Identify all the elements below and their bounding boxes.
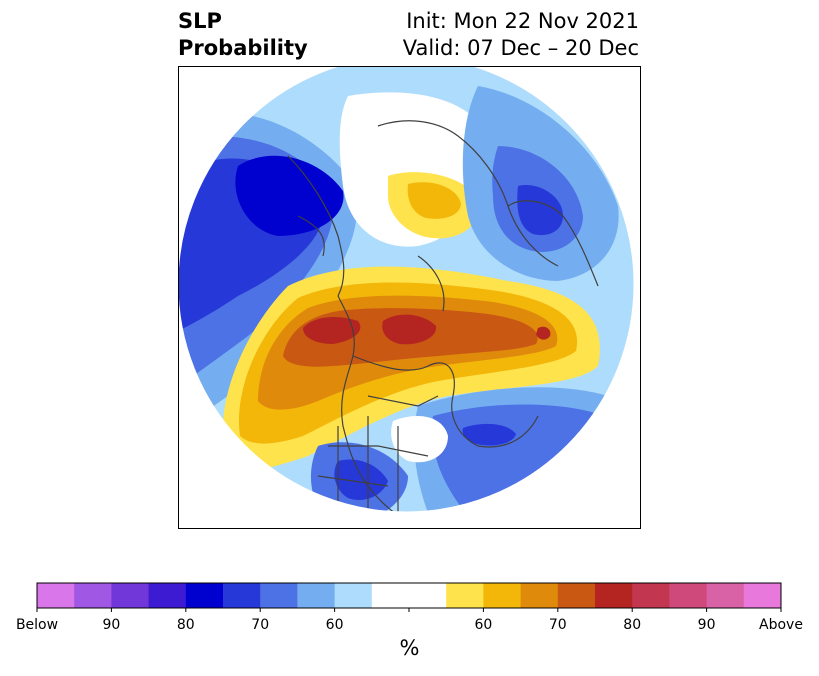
- colorbar-tick-label-6: 60: [474, 617, 492, 633]
- colorbar-swatch-9: [371, 583, 410, 608]
- region-west-blue-4: [235, 155, 344, 236]
- colorbar-tick-label-10: Above: [759, 617, 803, 633]
- init-date: Init: Mon 22 Nov 2021: [406, 9, 639, 33]
- region-above-80c: [536, 326, 551, 340]
- colorbar-swatch-1: [74, 583, 112, 608]
- colorbar-swatch-18: [706, 583, 745, 608]
- colorbar-tick-label-0: Below: [16, 617, 58, 633]
- probability-map: [178, 66, 641, 529]
- colorbar-tick-label-2: 80: [177, 617, 195, 633]
- colorbar-swatch-14: [557, 583, 596, 608]
- colorbar-swatch-17: [669, 583, 708, 608]
- region-above-80a: [303, 316, 361, 344]
- colorbar-swatch-2: [111, 583, 150, 608]
- title-line-1: SLP: [178, 9, 222, 33]
- colorbar-swatch-7: [297, 583, 336, 608]
- colorbar-tick-label-3: 70: [251, 617, 269, 633]
- valid-range: Valid: 07 Dec – 20 Dec: [402, 36, 639, 60]
- colorbar-swatch-0: [37, 583, 75, 608]
- colorbar-swatch-6: [260, 583, 298, 608]
- region-east-blue-3: [517, 185, 563, 236]
- colorbar-tick-label-9: 90: [698, 617, 716, 633]
- colorbar-tick-label-4: 60: [326, 617, 344, 633]
- title-line-2: Probability: [178, 36, 308, 60]
- colorbar-swatch-13: [520, 583, 559, 608]
- colorbar-swatch-3: [148, 583, 187, 608]
- colorbar-tick-label-8: 80: [623, 617, 641, 633]
- colorbar-swatch-11: [446, 583, 484, 608]
- colorbar-swatch-10: [409, 583, 447, 608]
- colorbar: Below 90 80 70 60 60 70 80 90 Above: [16, 582, 803, 633]
- colorbar-swatch-19: [743, 583, 782, 608]
- colorbar-tick-label-7: 70: [549, 617, 567, 633]
- colorbar-swatch-8: [334, 583, 373, 608]
- colorbar-swatch-5: [223, 583, 261, 608]
- region-gulf-blue-2: [334, 459, 388, 501]
- colorbar-swatch-15: [595, 583, 633, 608]
- colorbar-unit: %: [399, 636, 420, 660]
- map-info: Init: Mon 22 Nov 2021 Valid: 07 Dec – 20…: [403, 8, 639, 62]
- colorbar-swatch-4: [185, 583, 224, 608]
- region-white-gap: [391, 416, 448, 463]
- region-arctic-orange: [407, 182, 461, 219]
- colorbar-swatch-12: [483, 583, 522, 608]
- map-title: SLP Probability: [178, 8, 308, 62]
- region-atlantic-blue-3: [462, 423, 516, 446]
- colorbar-tick-label-1: 90: [102, 617, 120, 633]
- colorbar-swatch-16: [632, 583, 670, 608]
- region-above-80b: [382, 314, 437, 345]
